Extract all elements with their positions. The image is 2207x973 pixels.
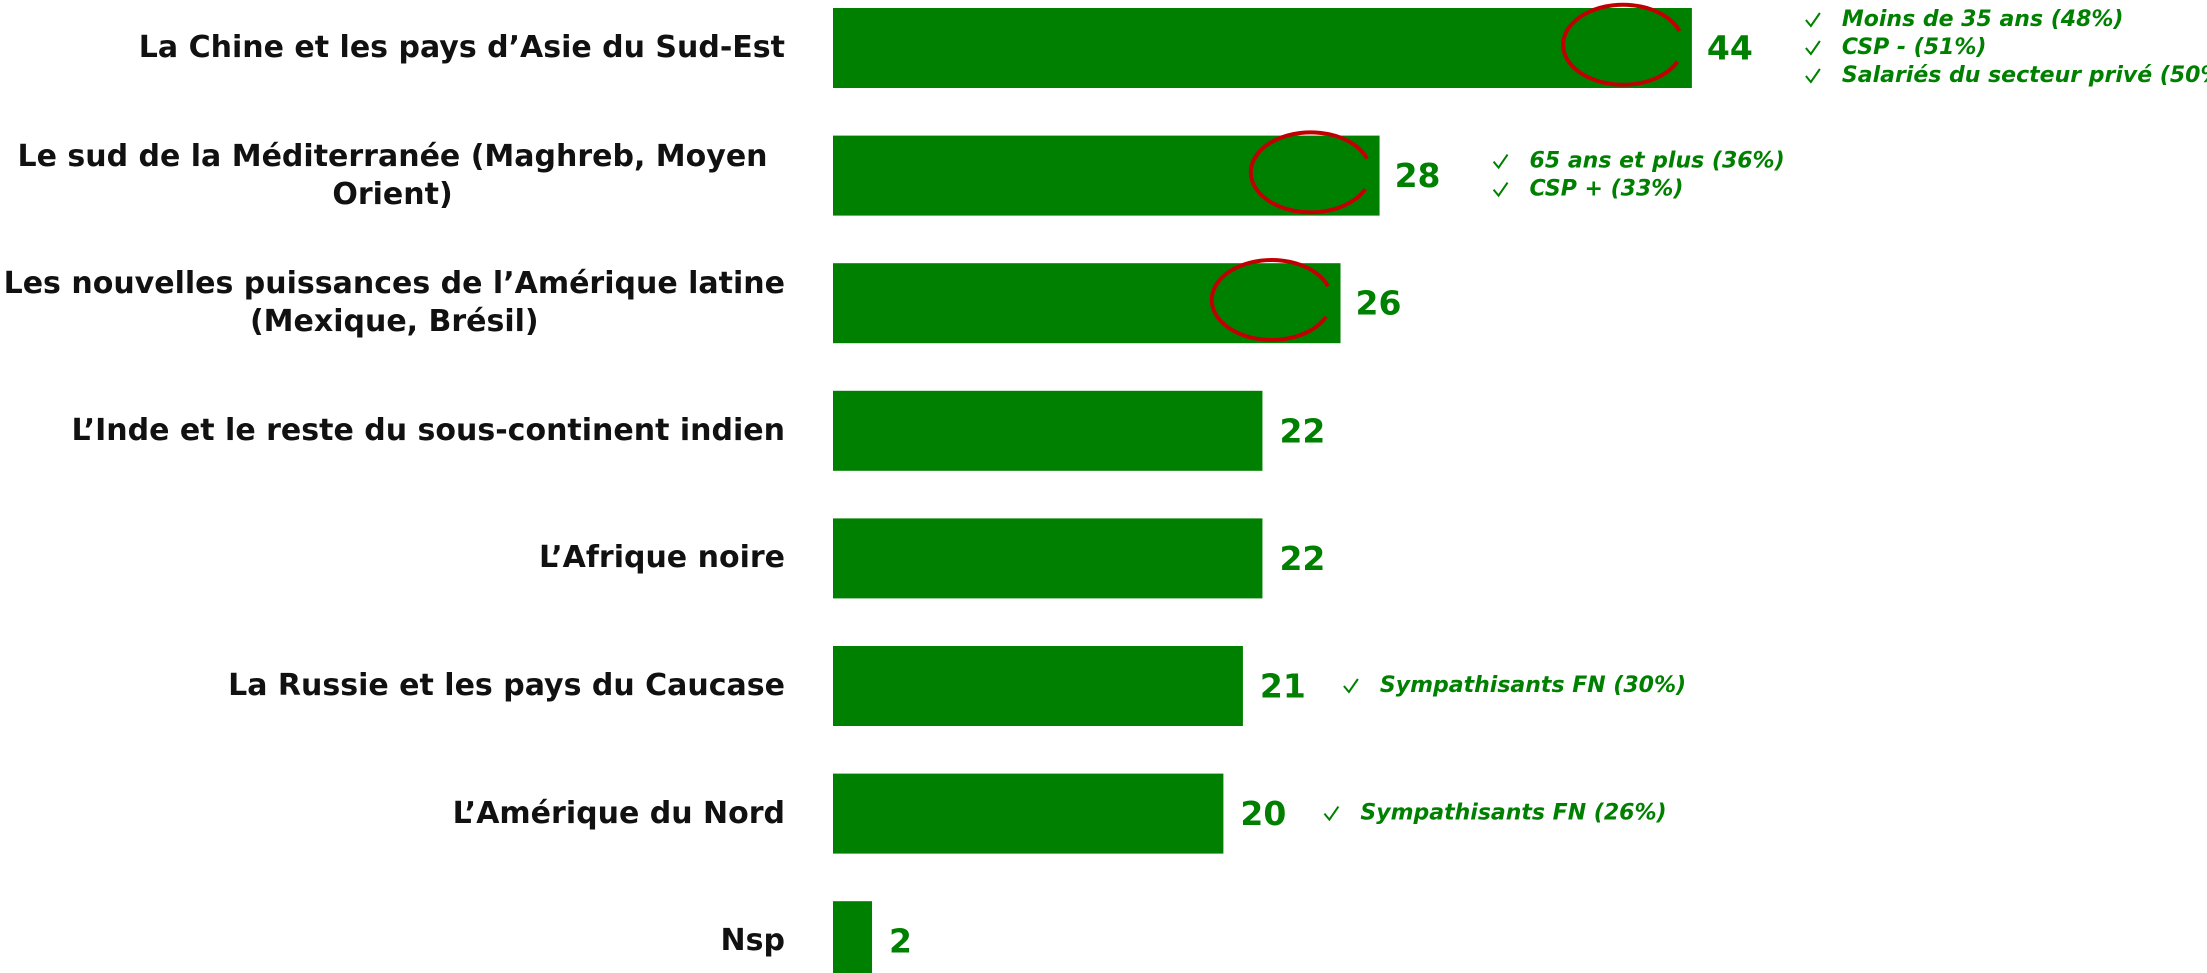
check-icon <box>1805 40 1821 56</box>
check-icon <box>1492 154 1509 170</box>
annotation: Sympathisants FN (26%) <box>1360 801 1666 826</box>
check-icon <box>1343 678 1359 694</box>
annotation: Sympathisants FN (30%) <box>1380 673 1686 698</box>
value-label: 20 <box>1240 794 1286 833</box>
bar <box>833 263 1341 344</box>
bar <box>833 8 1692 88</box>
category-label: La Chine et les pays d’Asie du Sud-Est <box>138 30 785 65</box>
category-label: Le sud de la Méditerranée (Maghreb, Moye… <box>17 138 768 212</box>
highlight-circle <box>1248 130 1369 215</box>
annotation: Salariés du secteur privé (50%) <box>1842 63 2207 88</box>
category-label: L’Inde et le reste du sous-continent ind… <box>71 412 785 448</box>
category-label: L’Afrique noire <box>539 540 785 576</box>
category-label: Nsp <box>720 923 785 959</box>
value-label: 44 <box>1707 29 1753 68</box>
check-icon <box>1805 68 1821 84</box>
check-icon <box>1323 806 1340 822</box>
category-label: L’Amérique du Nord <box>452 795 785 831</box>
bar <box>833 518 1263 599</box>
category-label: La Russie et les pays du Caucase <box>228 668 785 703</box>
annotation: Moins de 35 ans (48%) <box>1842 7 2124 32</box>
value-label: 22 <box>1279 411 1325 450</box>
highlight-circle <box>1209 258 1330 342</box>
bar <box>833 135 1380 216</box>
check-icon <box>1805 12 1821 28</box>
value-label: 2 <box>889 922 912 961</box>
bar <box>833 390 1263 471</box>
value-label: 22 <box>1279 539 1325 578</box>
bar <box>833 646 1243 726</box>
value-label: 28 <box>1395 156 1441 195</box>
category-label: Les nouvelles puissances de l’Amérique l… <box>3 266 785 340</box>
value-label: 26 <box>1356 284 1402 323</box>
annotation: 65 ans et plus (36%) <box>1530 149 1785 174</box>
value-label: 21 <box>1260 667 1306 706</box>
check-icon <box>1492 182 1509 198</box>
bar <box>833 901 873 973</box>
highlight-circle <box>1561 2 1682 87</box>
annotation: CSP + (33%) <box>1530 177 1684 202</box>
bar <box>833 773 1224 854</box>
annotation: CSP - (51%) <box>1842 35 1987 60</box>
